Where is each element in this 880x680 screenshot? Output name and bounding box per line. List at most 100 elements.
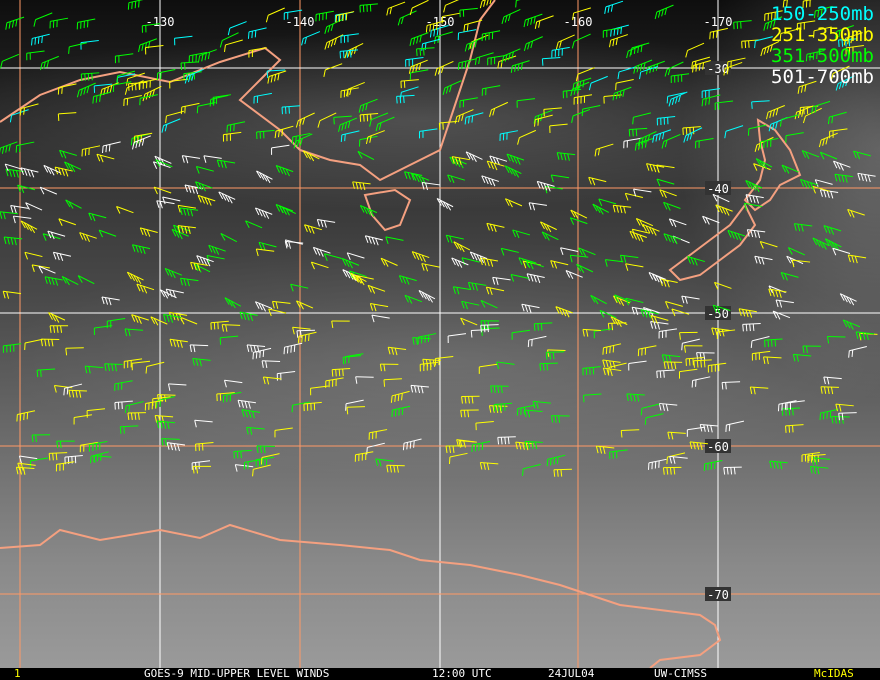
wind-barb xyxy=(523,36,543,51)
wind-barb xyxy=(501,8,521,25)
wind-barb xyxy=(547,349,566,357)
wind-barb xyxy=(712,304,731,314)
wind-barb xyxy=(17,462,36,471)
wind-barb xyxy=(226,121,246,133)
wind-barb xyxy=(274,125,294,139)
wind-barb xyxy=(295,112,315,128)
wind-barb xyxy=(663,361,683,370)
wind-barb xyxy=(576,263,594,273)
wind-barb xyxy=(656,115,676,126)
wind-barb xyxy=(842,319,861,330)
wind-barb xyxy=(438,120,458,130)
wind-barb xyxy=(604,259,624,267)
wind-barb xyxy=(625,263,644,271)
wind-barb xyxy=(486,222,505,233)
wind-barb xyxy=(711,327,730,337)
wind-barb xyxy=(540,221,557,233)
wind-barb xyxy=(445,445,465,454)
wind-barb xyxy=(274,427,293,438)
wind-barb xyxy=(852,150,871,160)
wind-barb xyxy=(155,159,173,168)
wind-barb xyxy=(284,239,303,247)
wind-barb xyxy=(254,207,273,219)
wind-barb xyxy=(19,103,39,116)
wind-barb xyxy=(619,254,639,263)
wind-barb xyxy=(59,149,77,159)
wind-barbs xyxy=(0,0,878,477)
wind-barb xyxy=(154,155,172,167)
wind-barb xyxy=(92,91,112,104)
antarctica-coast xyxy=(0,523,722,668)
wind-barb xyxy=(754,255,773,265)
wind-barb xyxy=(681,338,700,351)
wind-barb xyxy=(17,184,36,194)
wind-barb xyxy=(65,347,84,356)
wind-barb xyxy=(142,85,162,102)
wind-barb xyxy=(590,294,607,305)
wind-barb xyxy=(224,297,242,309)
wind-barb xyxy=(555,34,575,50)
wind-barb xyxy=(447,333,467,344)
wind-barb xyxy=(830,65,850,81)
wind-barb xyxy=(124,328,144,337)
wind-barb xyxy=(565,270,583,280)
wind-barb xyxy=(196,102,216,114)
legend-item: 351-500mb xyxy=(771,45,874,67)
wind-barb xyxy=(524,409,543,418)
wind-barb xyxy=(551,415,570,423)
wind-barb xyxy=(497,55,517,69)
wind-barb xyxy=(338,117,358,132)
wind-barb xyxy=(84,365,104,374)
wind-barb xyxy=(775,299,794,308)
wind-barb xyxy=(102,141,121,154)
wind-barb xyxy=(807,454,826,463)
wind-barb xyxy=(654,4,674,20)
wind-barb xyxy=(469,251,488,264)
wind-barb xyxy=(544,185,563,194)
wind-barb xyxy=(443,0,460,13)
wind-barb xyxy=(246,426,265,435)
wind-barb xyxy=(47,230,66,240)
wind-barb xyxy=(617,66,637,80)
wind-barb xyxy=(195,441,214,452)
wind-barb xyxy=(344,353,364,364)
wind-barb xyxy=(602,27,622,38)
wind-barb xyxy=(835,75,855,91)
wind-barb xyxy=(416,47,435,56)
wind-barb xyxy=(669,455,688,464)
wind-barb xyxy=(459,7,478,18)
wind-barb xyxy=(241,409,260,419)
wind-barb xyxy=(678,368,698,379)
wind-barb xyxy=(639,66,658,80)
wind-barb xyxy=(751,100,770,109)
wind-barb xyxy=(368,429,388,440)
wind-barb xyxy=(661,133,681,149)
wind-barb xyxy=(359,205,378,217)
wind-barb xyxy=(195,166,214,174)
wind-barb xyxy=(101,296,120,306)
wind-barb xyxy=(208,244,226,255)
wind-barb xyxy=(132,135,152,150)
wind-barb xyxy=(479,462,499,471)
wind-barb xyxy=(188,51,208,63)
wind-barb xyxy=(679,331,698,340)
wind-barb xyxy=(256,170,273,184)
wind-barb xyxy=(123,358,143,369)
pressure-level-legend: 150-250mb 251-350mb 351-500mb 501-700mb xyxy=(771,4,874,88)
wind-barb xyxy=(602,359,621,369)
wind-barb xyxy=(209,94,229,107)
wind-barb xyxy=(640,309,659,319)
wind-barb xyxy=(404,171,423,181)
wind-barb xyxy=(123,95,142,107)
wind-barb xyxy=(417,333,437,345)
wind-barb xyxy=(79,232,97,242)
wind-barb xyxy=(222,131,242,142)
wind-barb xyxy=(751,350,771,361)
wind-barb xyxy=(480,324,499,333)
wind-barb xyxy=(197,49,217,63)
wind-barb xyxy=(768,288,787,298)
wind-barb xyxy=(138,38,158,53)
wind-barb xyxy=(626,393,645,402)
wind-barb xyxy=(592,203,609,215)
wind-barb xyxy=(303,401,322,412)
